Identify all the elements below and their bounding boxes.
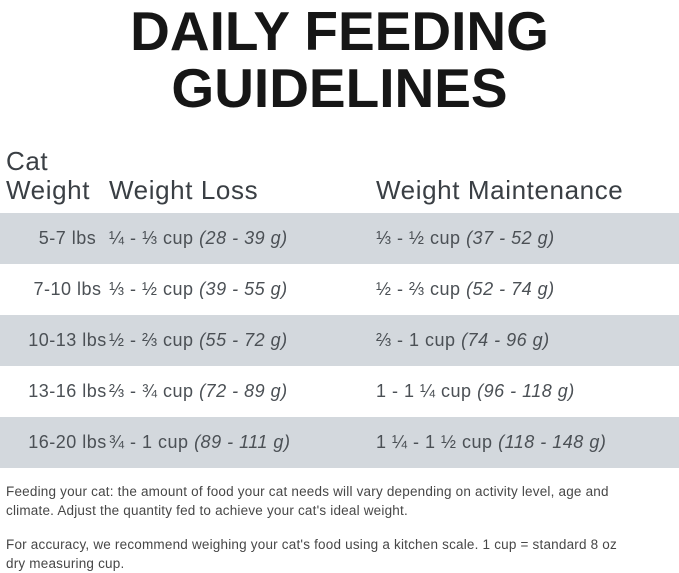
- column-header-cat-weight: Cat Weight: [6, 146, 91, 205]
- weight-loss-cups: ½ - ⅔ cup: [109, 330, 194, 350]
- footnote-line: For accuracy, we recommend weighing your…: [6, 537, 617, 552]
- weight-loss-grams: (89 - 111 g): [194, 432, 291, 452]
- weight-maintenance-cell: 1 - 1 ¼ cup (96 - 118 g): [376, 381, 679, 402]
- weight-loss-grams: (55 - 72 g): [199, 330, 288, 350]
- weight-loss-cups: ⅔ - ¾ cup: [109, 381, 194, 401]
- weight-maintenance-grams: (74 - 96 g): [461, 330, 550, 350]
- weight-maintenance-cups: ⅔ - 1 cup: [376, 330, 456, 350]
- weight-loss-cell: ½ - ⅔ cup (55 - 72 g): [109, 330, 376, 351]
- weight-maintenance-cell: ⅔ - 1 cup (74 - 96 g): [376, 330, 679, 351]
- footnote-line: climate. Adjust the quantity fed to achi…: [6, 503, 408, 518]
- weight-loss-cell: ¼ - ⅓ cup (28 - 39 g): [109, 228, 376, 249]
- weight-maintenance-cell: ⅓ - ½ cup (37 - 52 g): [376, 228, 679, 249]
- table-header-row: Cat Weight Weight Loss Weight Maintenanc…: [0, 147, 679, 209]
- weight-loss-cell: ⅓ - ½ cup (39 - 55 g): [109, 279, 376, 300]
- column-header-weight-loss: Weight Loss: [109, 175, 259, 205]
- weight-loss-cell: ¾ - 1 cup (89 - 111 g): [109, 432, 376, 453]
- weight-maintenance-cups: 1 - 1 ¼ cup: [376, 381, 472, 401]
- table-row-10-13-lbs: 10-13 lbs ½ - ⅔ cup (55 - 72 g) ⅔ - 1 cu…: [0, 315, 679, 366]
- weight-maintenance-grams: (52 - 74 g): [466, 279, 555, 299]
- weight-loss-cups: ¼ - ⅓ cup: [109, 228, 194, 248]
- footnote-feeding-variability: Feeding your cat: the amount of food you…: [6, 482, 673, 520]
- weight-loss-cups: ¾ - 1 cup: [109, 432, 189, 452]
- weight-maintenance-cell: ½ - ⅔ cup (52 - 74 g): [376, 279, 679, 300]
- weight-maintenance-cups: 1 ¼ - 1 ½ cup: [376, 432, 493, 452]
- weight-maintenance-grams: (118 - 148 g): [498, 432, 607, 452]
- cat-weight-cell: 5-7 lbs: [38, 228, 97, 248]
- footnote-line: Feeding your cat: the amount of food you…: [6, 484, 609, 499]
- weight-loss-grams: (28 - 39 g): [199, 228, 288, 248]
- table-row-7-10-lbs: 7-10 lbs ⅓ - ½ cup (39 - 55 g) ½ - ⅔ cup…: [0, 264, 679, 315]
- column-header-weight-maintenance: Weight Maintenance: [376, 175, 624, 205]
- footnotes: Feeding your cat: the amount of food you…: [0, 482, 679, 573]
- weight-maintenance-cups: ½ - ⅔ cup: [376, 279, 461, 299]
- cat-weight-cell: 16-20 lbs: [28, 432, 107, 452]
- table-row-13-16-lbs: 13-16 lbs ⅔ - ¾ cup (72 - 89 g) 1 - 1 ¼ …: [0, 366, 679, 417]
- weight-maintenance-grams: (96 - 118 g): [477, 381, 575, 401]
- table-row-16-20-lbs: 16-20 lbs ¾ - 1 cup (89 - 111 g) 1 ¼ - 1…: [0, 417, 679, 468]
- weight-maintenance-cell: 1 ¼ - 1 ½ cup (118 - 148 g): [376, 432, 679, 453]
- page-title-line-1: DAILY FEEDING: [130, 0, 549, 62]
- weight-loss-cups: ⅓ - ½ cup: [109, 279, 194, 299]
- table-body: 5-7 lbs ¼ - ⅓ cup (28 - 39 g) ⅓ - ½ cup …: [0, 213, 679, 468]
- weight-maintenance-grams: (37 - 52 g): [466, 228, 555, 248]
- weight-loss-cell: ⅔ - ¾ cup (72 - 89 g): [109, 381, 376, 402]
- cat-weight-cell: 10-13 lbs: [28, 330, 107, 350]
- table-row-5-7-lbs: 5-7 lbs ¼ - ⅓ cup (28 - 39 g) ⅓ - ½ cup …: [0, 213, 679, 264]
- page-title: DAILY FEEDING GUIDELINES: [0, 0, 679, 117]
- feeding-table: Cat Weight Weight Loss Weight Maintenanc…: [0, 147, 679, 468]
- cat-weight-cell: 13-16 lbs: [28, 381, 107, 401]
- weight-maintenance-cups: ⅓ - ½ cup: [376, 228, 461, 248]
- weight-loss-grams: (72 - 89 g): [199, 381, 288, 401]
- page-title-line-2: GUIDELINES: [171, 57, 508, 119]
- cat-weight-cell: 7-10 lbs: [33, 279, 102, 299]
- footnote-measuring-accuracy: For accuracy, we recommend weighing your…: [6, 535, 673, 573]
- weight-loss-grams: (39 - 55 g): [199, 279, 288, 299]
